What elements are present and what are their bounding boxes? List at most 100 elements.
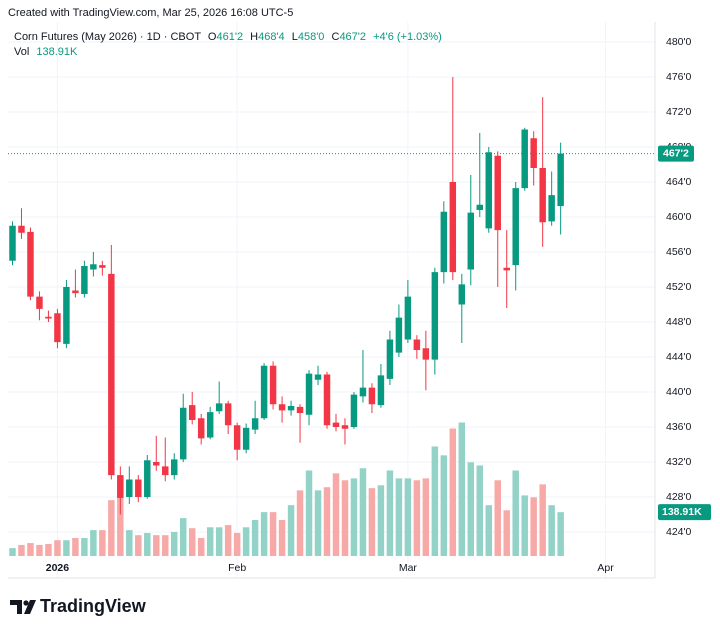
y-tick-label: 436'0 [666, 421, 692, 433]
volume-bar [153, 535, 160, 556]
axes: 480'0476'0472'0468'0464'0460'0456'0452'0… [46, 36, 711, 574]
x-tick-label: Apr [597, 562, 614, 574]
candle-body [63, 287, 70, 344]
candle-body [548, 195, 555, 222]
candle-body [494, 155, 501, 231]
volume-bar [18, 544, 25, 556]
candle-body [188, 405, 196, 420]
open-value: 461'2 [216, 31, 243, 43]
last-price-label: 467'2 [663, 147, 689, 159]
volume-bar [521, 495, 528, 556]
volume-bar [440, 455, 448, 556]
volume-bar [260, 512, 268, 556]
candle-body [144, 460, 151, 497]
candle-body [332, 422, 340, 427]
candle-body [9, 225, 16, 261]
candle-body [287, 406, 295, 411]
volume-bar [449, 428, 457, 556]
candle-body [359, 387, 367, 397]
y-tick-label: 444'0 [666, 351, 692, 363]
logo: TradingView [10, 596, 147, 616]
volume-bar [503, 510, 510, 556]
volume-bar [314, 490, 322, 556]
candle-body [467, 212, 475, 270]
candle-body [557, 153, 564, 207]
volume-bar [162, 535, 169, 556]
candle-body [476, 204, 484, 210]
volume-bar [278, 520, 286, 556]
candle-body [27, 231, 34, 297]
candle-body [341, 425, 349, 429]
candle-body [242, 427, 250, 450]
candle-body [18, 225, 25, 233]
volume-bar [99, 530, 106, 556]
candle-body [171, 459, 178, 476]
volume-bar [171, 532, 178, 556]
volume-bar [341, 480, 349, 556]
volume-bar [242, 527, 250, 556]
y-tick-label: 460'0 [666, 211, 692, 223]
volume-bar [557, 512, 564, 556]
logo-mark [10, 600, 22, 614]
candle-body [108, 273, 115, 476]
candle-body [431, 272, 439, 360]
change: +4'6 (+1.03%) [373, 31, 442, 43]
candle-body [54, 313, 61, 343]
high-label: H [250, 31, 258, 43]
volume-label: Vol [14, 46, 29, 58]
x-tick-label: Feb [228, 562, 246, 574]
y-tick-label: 432'0 [666, 456, 692, 468]
y-tick-label: 448'0 [666, 316, 692, 328]
volume-bar [332, 473, 340, 556]
candle-body [117, 475, 124, 498]
volume-bar [224, 525, 232, 556]
volume-tag-label: 138.91K [662, 506, 702, 518]
candle-body [179, 407, 187, 460]
volume-bar [27, 543, 34, 556]
candle-body [512, 188, 519, 266]
candle-body [440, 211, 448, 273]
candle-body [296, 406, 304, 413]
legend: Corn Futures (May 2026) · 1D · CBOT O461… [14, 31, 442, 58]
last-price-tag [658, 145, 694, 162]
close-label: C [331, 31, 339, 43]
y-tick-label: 480'0 [666, 36, 692, 48]
volume-bar [323, 487, 331, 556]
volume-bar [81, 538, 88, 556]
candle-body [449, 182, 457, 273]
volume-bar [350, 478, 358, 556]
candle-body [197, 418, 205, 439]
y-tick-label: 472'0 [666, 106, 692, 118]
volume-bar [9, 548, 16, 556]
candle-body [260, 365, 268, 419]
volume-bar [548, 505, 555, 556]
volume-bar [188, 528, 196, 556]
logo-slash [24, 600, 36, 614]
y-tick-label: 456'0 [666, 246, 692, 258]
volume-bar [233, 532, 241, 556]
volume-bar [45, 544, 52, 556]
volume-bar [467, 462, 475, 556]
volume-bar [512, 470, 519, 556]
volume-bar [530, 497, 537, 556]
candle-body [314, 374, 322, 380]
candle-body [413, 339, 421, 350]
volume-value: 138.91K [36, 46, 78, 58]
candle-body [368, 387, 376, 405]
x-tick-label: Mar [399, 562, 418, 574]
legend-line: Corn Futures (May 2026) · 1D · CBOT O461… [14, 31, 442, 43]
candle-body [99, 265, 106, 268]
candle-body [386, 339, 394, 379]
y-tick-label: 464'0 [666, 176, 692, 188]
candle-body [305, 373, 313, 415]
volume-bar [458, 422, 466, 556]
volume-bar [197, 538, 205, 556]
candle-body [215, 403, 223, 412]
candle-body [90, 264, 97, 270]
candle-body [135, 479, 142, 497]
volume-bar [404, 478, 412, 556]
volume-legend: Vol 138.91K [14, 46, 78, 58]
candle-body [458, 284, 466, 305]
volume-bar [485, 505, 492, 556]
volume-bar [135, 535, 142, 556]
